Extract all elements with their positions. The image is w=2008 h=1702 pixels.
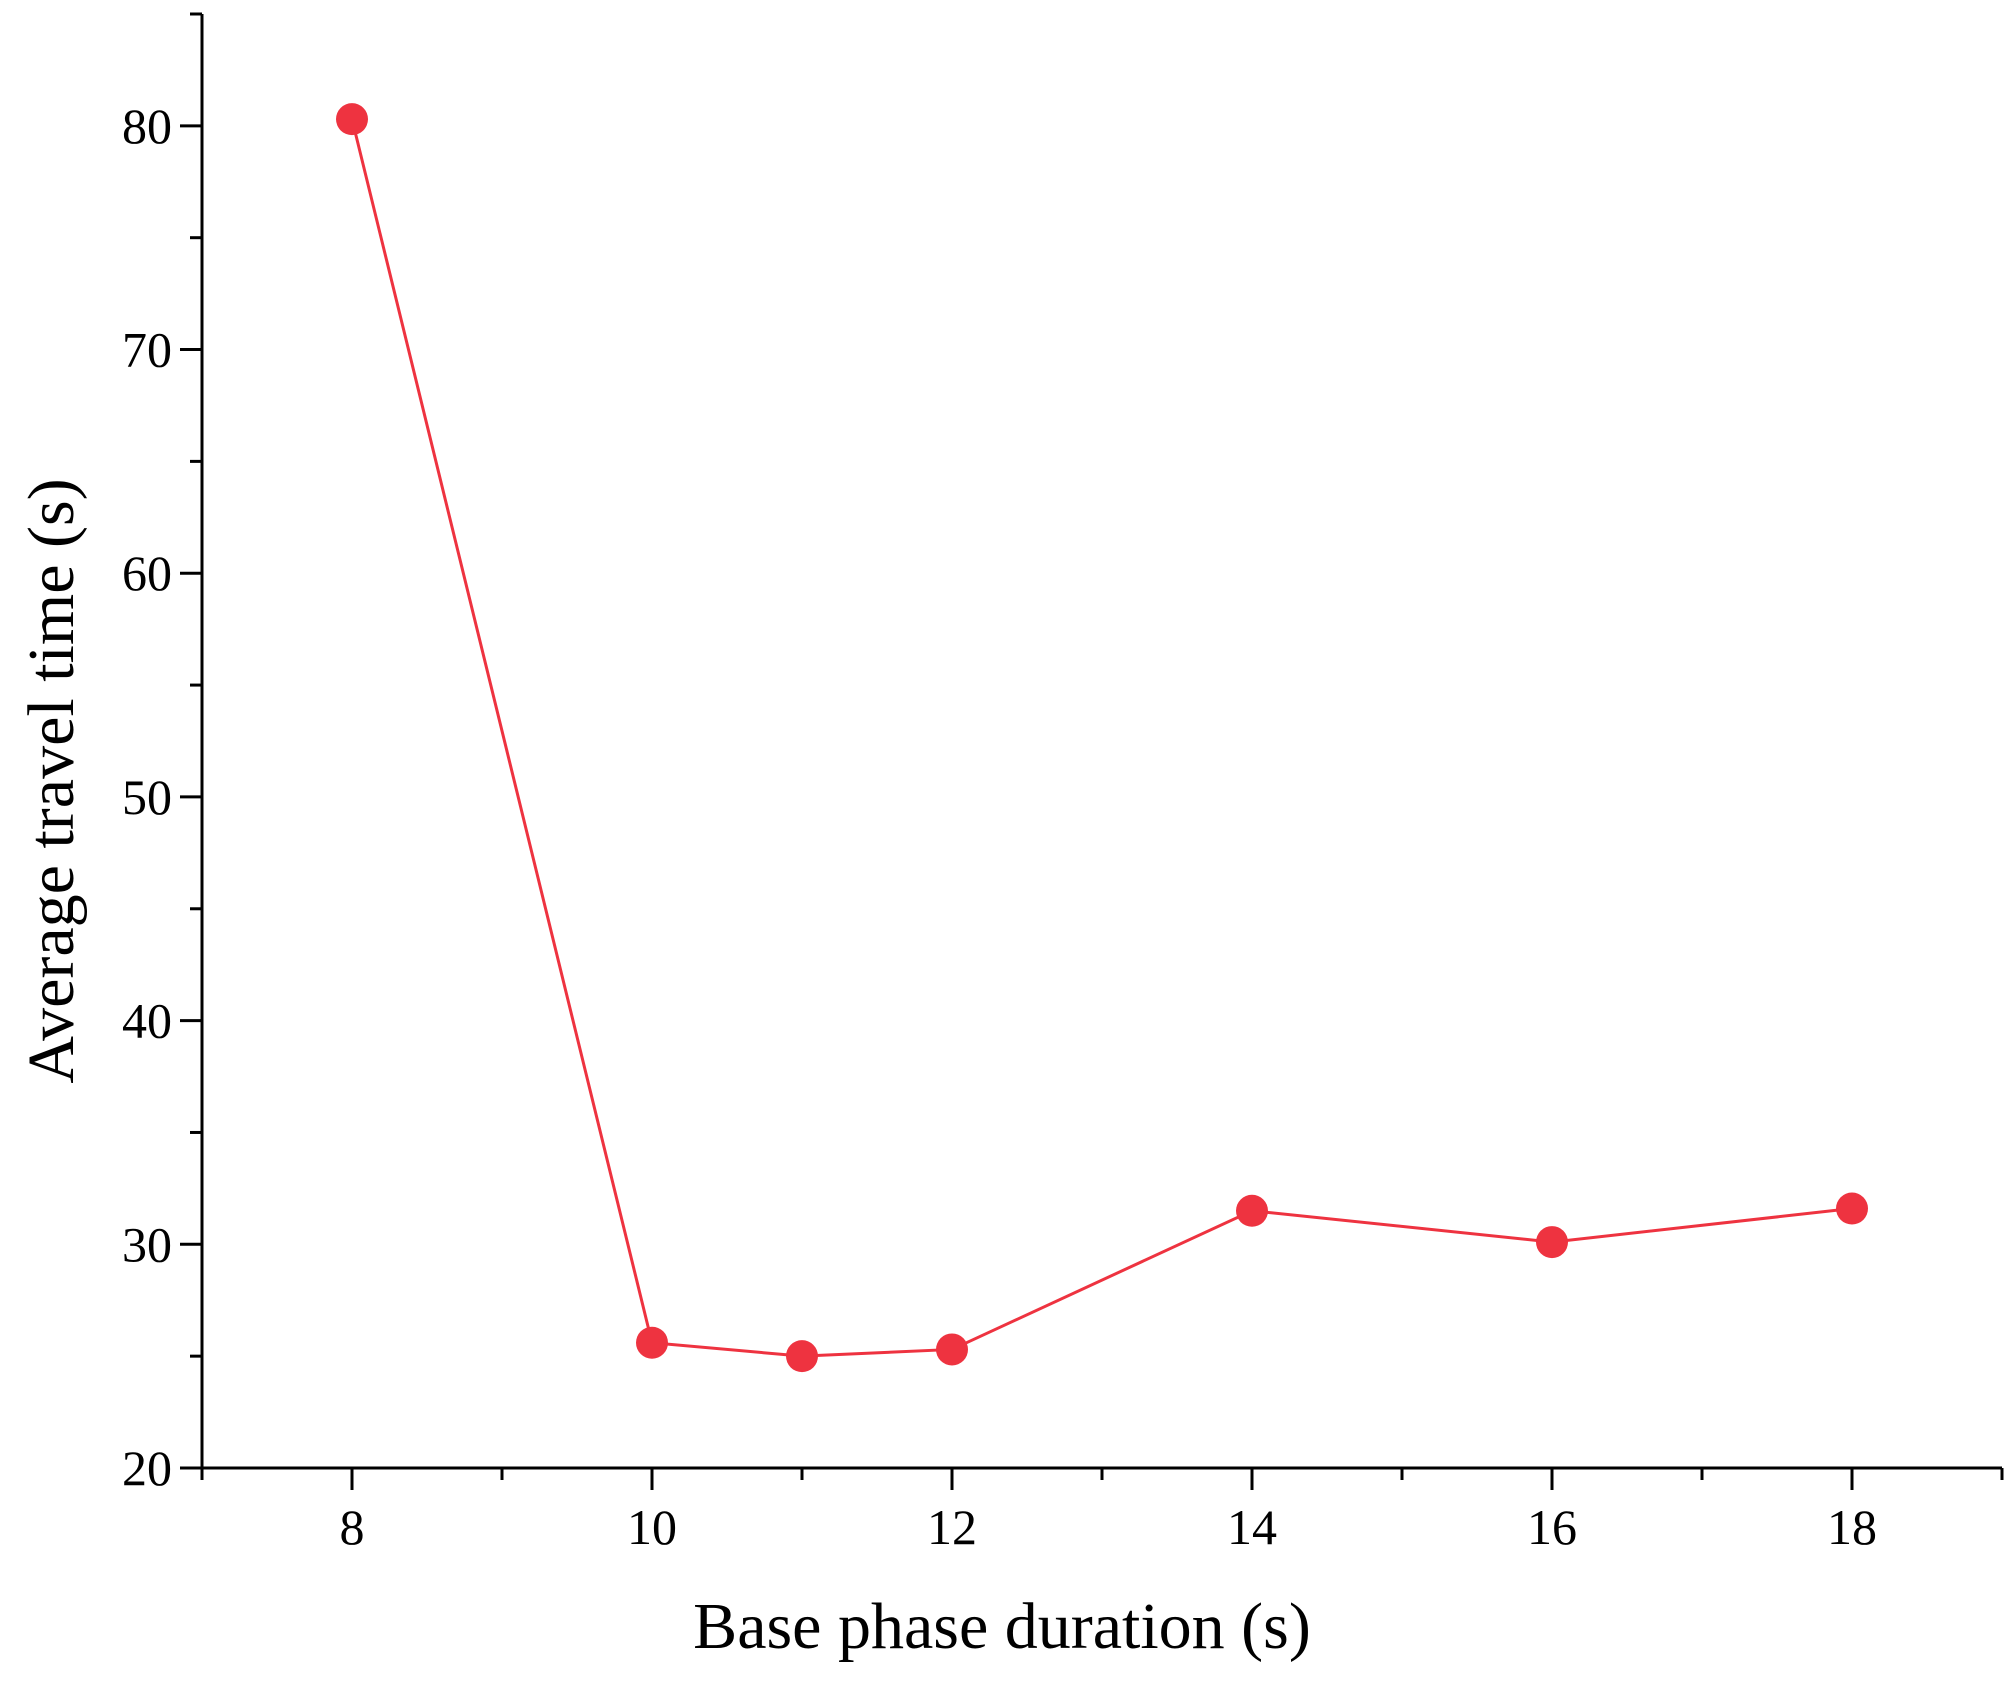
- x-tick-label: 8: [340, 1499, 365, 1555]
- x-axis: 8 10 12 14 16 18: [200, 1466, 2004, 1555]
- y-tick-label: 30: [122, 1216, 172, 1272]
- series-layer: [336, 103, 1868, 1373]
- x-axis-title: Base phase duration (s): [693, 1590, 1311, 1663]
- y-tick-label: 40: [122, 993, 172, 1049]
- x-tick-label: 12: [927, 1499, 977, 1555]
- data-point: [786, 1340, 818, 1373]
- data-point: [1236, 1194, 1268, 1227]
- y-axis: 20 30 40 50 60 70 80: [122, 12, 204, 1496]
- data-point: [936, 1333, 968, 1366]
- x-tick-label: 10: [627, 1499, 677, 1555]
- y-tick-label: 50: [122, 769, 172, 825]
- data-point: [336, 103, 368, 136]
- x-tick-label: 14: [1227, 1499, 1277, 1555]
- y-axis-title: Average travel time (s): [15, 478, 88, 1083]
- y-tick-label: 80: [122, 98, 172, 154]
- data-point: [1836, 1192, 1868, 1225]
- data-point: [636, 1326, 668, 1359]
- y-tick-label: 60: [122, 545, 172, 601]
- data-point: [1536, 1226, 1568, 1259]
- y-tick-label: 20: [122, 1440, 172, 1496]
- y-tick-label: 70: [122, 322, 172, 378]
- x-tick-label: 16: [1527, 1499, 1577, 1555]
- x-tick-label: 18: [1827, 1499, 1877, 1555]
- series-line: [350, 118, 1853, 1358]
